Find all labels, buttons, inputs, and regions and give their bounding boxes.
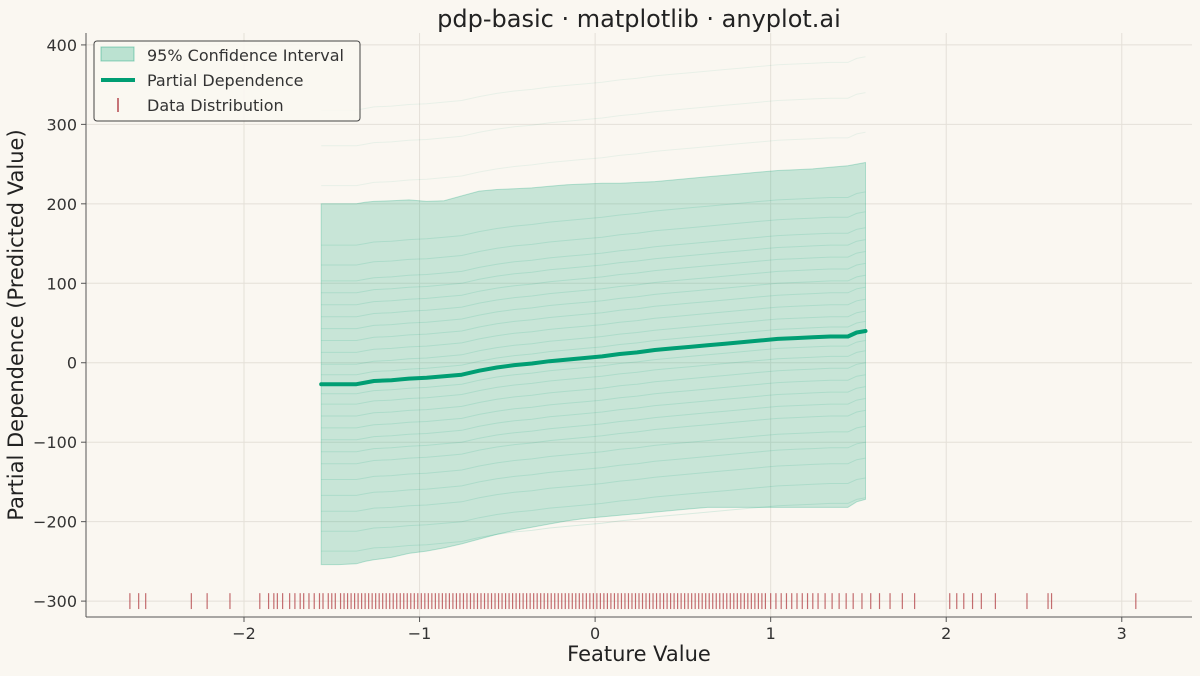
ice-line bbox=[321, 191, 866, 246]
ice-line bbox=[321, 310, 866, 365]
ice-line bbox=[321, 262, 866, 318]
ice-line bbox=[321, 425, 866, 480]
ice-line bbox=[321, 211, 866, 266]
ice-line-faint bbox=[321, 131, 866, 187]
y-axis-title: Partial Dependence (Predicted Value) bbox=[4, 129, 28, 520]
x-ticks: −2 −1 0 1 2 3 bbox=[232, 617, 1127, 643]
legend-label-data-distribution: Data Distribution bbox=[147, 96, 284, 115]
chart-title: pdp-basic · matplotlib · anyplot.ai bbox=[437, 5, 841, 33]
ice-line bbox=[321, 227, 866, 282]
rug-layer bbox=[129, 593, 1137, 610]
ice-line bbox=[321, 409, 866, 465]
y-tick-label: 300 bbox=[46, 115, 77, 134]
y-ticks: −300 −200 −100 0 100 200 300 400 bbox=[33, 36, 86, 611]
ice-line bbox=[321, 457, 866, 512]
ice-line bbox=[321, 251, 866, 306]
ice-line bbox=[321, 239, 866, 294]
confidence-band-layer bbox=[320, 161, 866, 566]
ice-line bbox=[321, 286, 866, 341]
y-tick-label: −300 bbox=[33, 592, 77, 611]
legend-box bbox=[93, 40, 361, 122]
ice-line bbox=[321, 298, 866, 353]
axes bbox=[85, 33, 1192, 618]
ice-line-faint bbox=[321, 92, 866, 147]
ice-line bbox=[321, 497, 866, 552]
x-tick-label: 1 bbox=[766, 624, 776, 643]
ice-line bbox=[321, 441, 866, 496]
ice-line-faint bbox=[321, 56, 866, 111]
ice-lines bbox=[321, 56, 866, 552]
x-axis-title: Feature Value bbox=[567, 642, 711, 666]
y-tick-label: −100 bbox=[33, 433, 77, 452]
ice-line bbox=[321, 374, 866, 429]
legend-label-partial-dependence: Partial Dependence bbox=[147, 71, 303, 90]
legend: 95% Confidence Interval Partial Dependen… bbox=[93, 40, 361, 122]
partial-dependence-line bbox=[319, 329, 868, 387]
y-tick-label: 100 bbox=[46, 274, 77, 293]
x-tick-label: 0 bbox=[590, 624, 600, 643]
legend-swatch-confidence-interval bbox=[100, 46, 135, 62]
legend-label-confidence-interval: 95% Confidence Interval bbox=[147, 46, 344, 65]
y-tick-label: 0 bbox=[67, 354, 77, 373]
x-tick-label: −2 bbox=[232, 624, 256, 643]
ice-line bbox=[321, 477, 866, 532]
x-tick-label: −1 bbox=[408, 624, 432, 643]
ice-line bbox=[321, 340, 866, 395]
ice-line bbox=[321, 320, 866, 376]
x-tick-label: 3 bbox=[1117, 624, 1127, 643]
y-tick-label: 400 bbox=[46, 36, 77, 55]
ice-line bbox=[321, 274, 866, 330]
confidence-band bbox=[320, 161, 866, 566]
y-tick-label: 200 bbox=[46, 195, 77, 214]
ice-line bbox=[321, 386, 866, 441]
grid bbox=[86, 33, 1192, 617]
ice-line bbox=[321, 362, 866, 417]
ice-line bbox=[321, 350, 866, 405]
ice-line bbox=[321, 398, 866, 453]
x-tick-label: 2 bbox=[941, 624, 951, 643]
y-tick-label: −200 bbox=[33, 513, 77, 532]
partial-dependence-layer bbox=[319, 329, 868, 387]
